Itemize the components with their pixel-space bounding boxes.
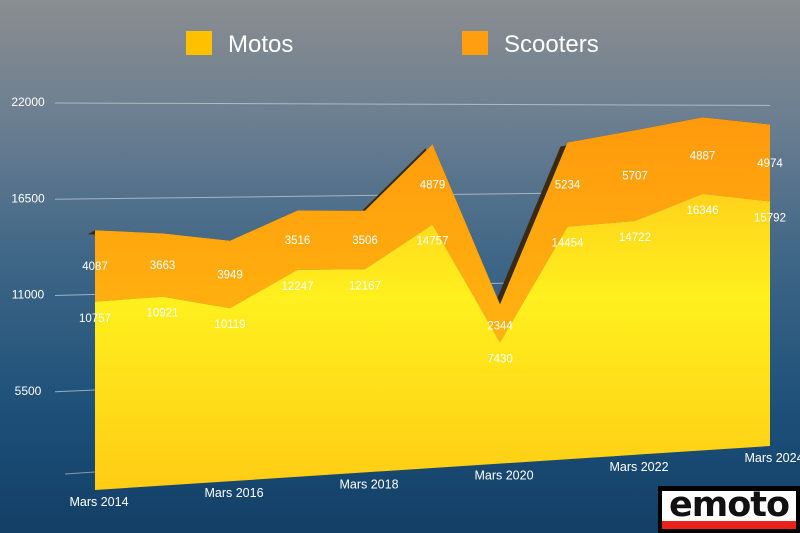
plot-series bbox=[88, 117, 770, 491]
data-label-motos: 16346 bbox=[687, 205, 719, 217]
data-label-motos: 14454 bbox=[552, 238, 585, 250]
data-label-motos: 15792 bbox=[754, 213, 786, 225]
data-labels: 10757 4087 10921 3663 10119 3949 12247 3516 1216… bbox=[79, 151, 786, 366]
legend-label-scooters: Scooters bbox=[504, 31, 599, 58]
x-tick-label: Mars 2014 bbox=[69, 495, 128, 509]
data-label-scooters: 3949 bbox=[217, 269, 243, 281]
data-label-scooters: 4887 bbox=[690, 151, 716, 163]
data-label-motos: 7430 bbox=[487, 354, 513, 366]
baseline bbox=[64, 471, 96, 475]
x-tick-label: Mars 2020 bbox=[474, 469, 533, 483]
emoto-logo: emoto bbox=[658, 486, 800, 533]
x-axis-ticks: Mars 2014 Mars 2016 Mars 2018 Mars 2020 Mars… bbox=[69, 451, 800, 509]
data-label-scooters: 4087 bbox=[82, 261, 108, 273]
data-label-motos: 10921 bbox=[147, 308, 179, 320]
data-label-scooters: 5234 bbox=[555, 180, 581, 192]
scooters-area bbox=[95, 117, 770, 343]
data-label-scooters: 4879 bbox=[420, 179, 446, 191]
data-label-motos: 10119 bbox=[214, 319, 245, 331]
y-tick-label: 11000 bbox=[12, 288, 45, 302]
legend-label-motos: Motos bbox=[228, 31, 293, 58]
motos-area bbox=[95, 194, 770, 491]
y-tick-label: 5500 bbox=[15, 384, 42, 398]
legend-swatch-motos bbox=[186, 31, 212, 55]
data-label-motos: 14757 bbox=[417, 236, 449, 248]
data-label-motos: 14722 bbox=[619, 232, 651, 244]
gridline bbox=[54, 102, 771, 106]
x-tick-label: Mars 2018 bbox=[339, 477, 398, 491]
y-tick-label: 22000 bbox=[11, 95, 45, 109]
data-label-scooters: 3663 bbox=[150, 260, 176, 272]
legend-swatch-scooters bbox=[462, 31, 488, 55]
data-label-scooters: 4974 bbox=[757, 158, 783, 170]
legend: Motos Scooters bbox=[186, 31, 599, 58]
data-label-motos: 12247 bbox=[282, 281, 314, 293]
logo-text: emoto bbox=[668, 491, 790, 525]
logo-red-bar bbox=[662, 521, 796, 529]
data-label-scooters: 2344 bbox=[487, 321, 513, 333]
data-label-motos: 12167 bbox=[349, 280, 381, 292]
x-tick-label: Mars 2024 bbox=[744, 451, 800, 465]
data-label-scooters: 3506 bbox=[352, 235, 378, 247]
data-label-motos: 10757 bbox=[79, 313, 111, 325]
data-label-scooters: 5707 bbox=[622, 171, 648, 183]
y-axis-ticks: 5500 11000 16500 22000 bbox=[11, 95, 45, 398]
data-label-scooters: 3516 bbox=[285, 235, 311, 247]
x-tick-label: Mars 2016 bbox=[204, 486, 263, 500]
y-tick-label: 16500 bbox=[11, 191, 45, 205]
x-tick-label: Mars 2022 bbox=[609, 460, 668, 474]
